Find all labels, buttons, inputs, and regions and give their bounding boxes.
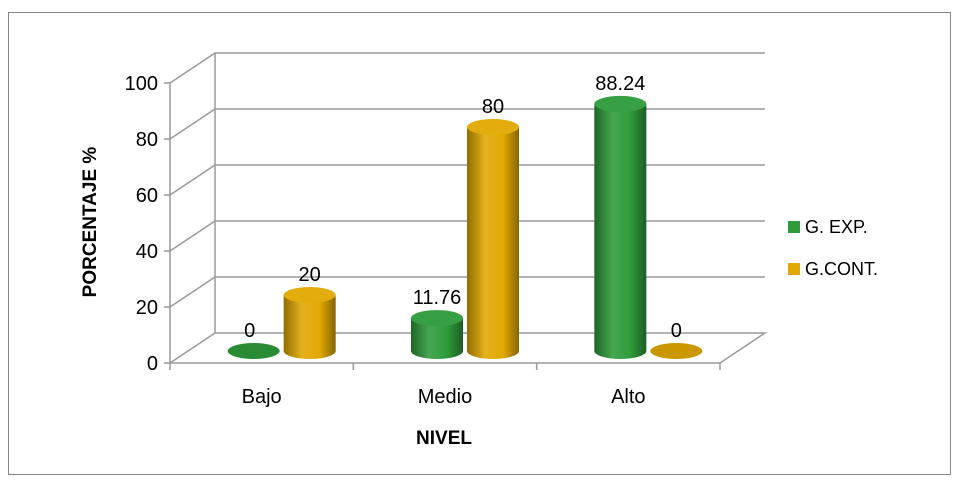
data-label: 20	[299, 264, 321, 286]
gridline	[169, 220, 765, 252]
bar-body	[411, 318, 463, 359]
y-axis-title: PORCENTAJE %	[80, 147, 101, 298]
legend-swatch	[788, 221, 800, 233]
y-tick-label: 20	[136, 297, 158, 319]
bar-body	[467, 127, 519, 359]
legend-item: G. EXP.	[788, 217, 868, 237]
x-tick-label: Alto	[611, 386, 645, 408]
x-tick-label: Medio	[418, 386, 472, 408]
legend-swatch	[788, 263, 800, 275]
y-tick-label: 60	[136, 185, 158, 207]
legend-label: G. EXP.	[805, 217, 868, 237]
bar-top	[467, 119, 519, 135]
y-tick-label: 0	[147, 353, 158, 375]
bar-top	[594, 95, 647, 112]
legend: G. EXP. G.CONT.	[788, 217, 878, 279]
gridlines	[164, 52, 765, 364]
y-tick-label: 80	[136, 129, 158, 151]
gridline	[169, 52, 765, 84]
y-tick-label: 100	[125, 73, 158, 95]
bar	[227, 343, 280, 359]
bars	[227, 95, 703, 359]
data-label: 88.24	[595, 73, 645, 95]
data-label: 0	[244, 320, 255, 342]
x-tick-label: Bajo	[242, 386, 282, 408]
data-label: 11.76	[413, 287, 462, 309]
bar-body	[594, 103, 647, 359]
legend-label: G.CONT.	[805, 259, 878, 279]
bar-top	[283, 287, 336, 303]
x-axis-title: NIVEL	[416, 428, 472, 449]
bar-top	[411, 310, 463, 327]
chart-walls	[167, 53, 768, 370]
y-tick-label: 40	[136, 241, 158, 263]
legend-item: G.CONT.	[788, 259, 878, 279]
bar-body	[283, 295, 336, 359]
bar	[283, 287, 336, 359]
bar	[650, 343, 703, 359]
bar-top	[650, 343, 703, 359]
gridline	[169, 276, 765, 308]
gridline	[169, 164, 765, 196]
y-tick-labels: 0 20 40 60 80 100	[125, 73, 158, 375]
data-labels: 0 20 11.76 80 88.24 0	[244, 73, 682, 342]
gridline	[169, 108, 765, 140]
data-label: 80	[482, 96, 504, 118]
bar	[594, 95, 647, 359]
bar	[411, 310, 463, 359]
x-tick-labels: Bajo Medio Alto	[242, 386, 646, 408]
bar	[467, 119, 519, 359]
bar-top	[227, 343, 280, 359]
data-label: 0	[671, 320, 682, 342]
